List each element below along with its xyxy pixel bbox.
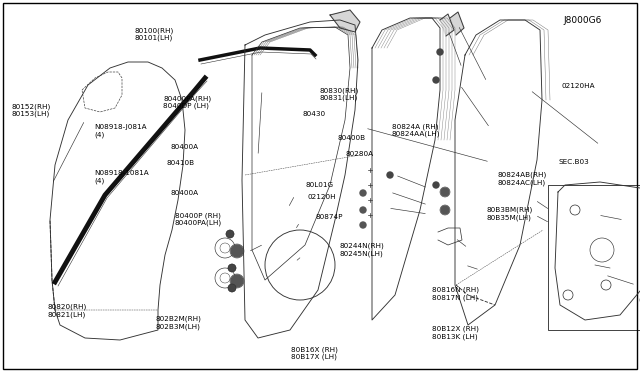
Bar — [548, 185, 640, 330]
Text: 80400B: 80400B — [338, 135, 366, 141]
Text: 02120HA: 02120HA — [562, 83, 596, 89]
Text: 80430: 80430 — [302, 111, 325, 117]
Text: 80400A: 80400A — [171, 190, 199, 196]
Text: 802B2M(RH)
802B3M(LH): 802B2M(RH) 802B3M(LH) — [156, 316, 202, 330]
Circle shape — [231, 245, 243, 257]
Polygon shape — [330, 10, 360, 32]
Text: 80410B: 80410B — [166, 160, 195, 166]
Text: 80400A: 80400A — [171, 144, 199, 150]
Circle shape — [228, 285, 236, 292]
Text: SEC.B03: SEC.B03 — [558, 159, 589, 165]
Text: 80B12X (RH)
80B13K (LH): 80B12X (RH) 80B13K (LH) — [432, 326, 479, 340]
Text: 80830(RH)
80831(LH): 80830(RH) 80831(LH) — [320, 87, 359, 101]
Text: 80816N (RH)
80817N (LH): 80816N (RH) 80817N (LH) — [432, 287, 479, 301]
Circle shape — [441, 206, 449, 214]
Text: 80400P (RH)
80400PA(LH): 80400P (RH) 80400PA(LH) — [175, 212, 222, 227]
Circle shape — [433, 182, 439, 188]
Text: 80100(RH)
80101(LH): 80100(RH) 80101(LH) — [134, 27, 173, 41]
Text: 80L01G: 80L01G — [306, 182, 334, 188]
Circle shape — [433, 77, 439, 83]
Circle shape — [360, 222, 366, 228]
Circle shape — [227, 231, 234, 237]
Text: 80B3BM(RH)
80B35M(LH): 80B3BM(RH) 80B35M(LH) — [486, 207, 532, 221]
Text: N08918-1081A
(4): N08918-1081A (4) — [95, 170, 150, 184]
Polygon shape — [450, 12, 464, 35]
Polygon shape — [440, 14, 454, 36]
Text: 80400PA(RH)
8040DP (LH): 80400PA(RH) 8040DP (LH) — [163, 95, 211, 109]
Text: 80280A: 80280A — [346, 151, 374, 157]
Text: 80824AB(RH)
80824AC(LH): 80824AB(RH) 80824AC(LH) — [497, 171, 547, 186]
Text: 02120H: 02120H — [307, 194, 336, 200]
Circle shape — [231, 275, 243, 287]
Text: 80244N(RH)
80245N(LH): 80244N(RH) 80245N(LH) — [339, 243, 384, 257]
Circle shape — [228, 264, 236, 272]
Text: 80152(RH)
80153(LH): 80152(RH) 80153(LH) — [12, 103, 51, 117]
Text: 80820(RH)
80821(LH): 80820(RH) 80821(LH) — [48, 304, 87, 318]
Circle shape — [387, 172, 393, 178]
Text: N08918-J081A
(4): N08918-J081A (4) — [95, 124, 147, 138]
Circle shape — [360, 190, 366, 196]
Text: 80874P: 80874P — [316, 214, 343, 219]
Circle shape — [360, 207, 366, 213]
Circle shape — [437, 49, 443, 55]
Text: 80B16X (RH)
80B17X (LH): 80B16X (RH) 80B17X (LH) — [291, 346, 338, 360]
Circle shape — [441, 188, 449, 196]
Text: J8000G6: J8000G6 — [563, 16, 602, 25]
Text: 80824A (RH)
80824AA(LH): 80824A (RH) 80824AA(LH) — [392, 123, 440, 137]
